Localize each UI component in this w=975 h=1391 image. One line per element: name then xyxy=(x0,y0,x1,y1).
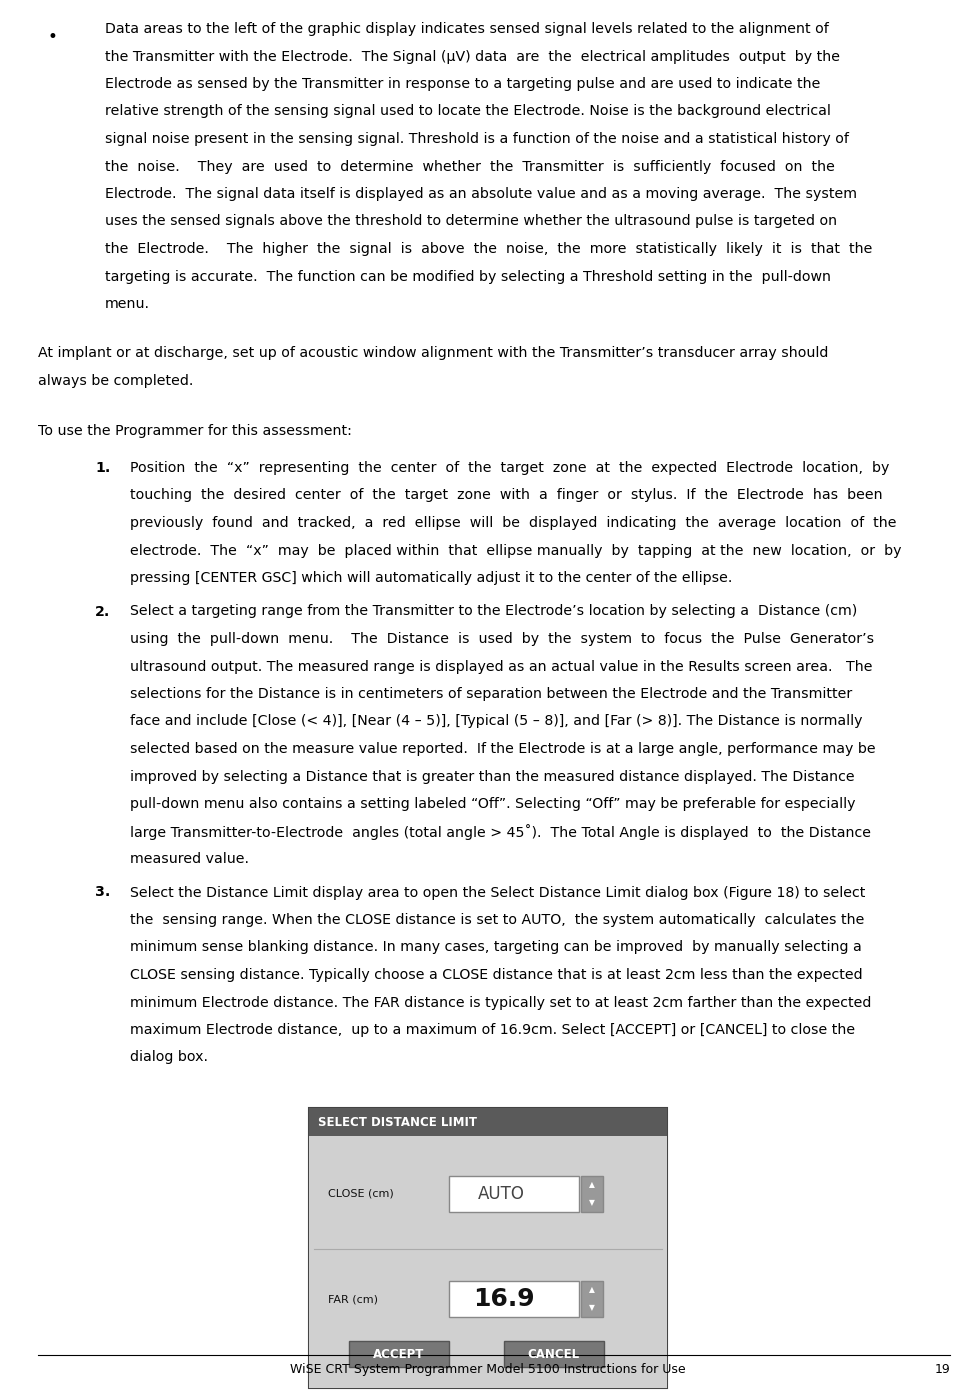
Text: the  sensing range. When the CLOSE distance is set to AUTO,  the system automati: the sensing range. When the CLOSE distan… xyxy=(130,912,865,926)
Text: Data areas to the left of the graphic display indicates sensed signal levels rel: Data areas to the left of the graphic di… xyxy=(105,22,829,36)
Text: 1.: 1. xyxy=(95,460,110,474)
Text: touching  the  desired  center  of  the  target  zone  with  a  finger  or  styl: touching the desired center of the targe… xyxy=(130,488,882,502)
Text: FAR (cm): FAR (cm) xyxy=(329,1294,378,1303)
Text: ▲: ▲ xyxy=(589,1285,595,1295)
Bar xyxy=(448,1175,578,1212)
Text: To use the Programmer for this assessment:: To use the Programmer for this assessmen… xyxy=(38,423,352,438)
Text: ▼: ▼ xyxy=(589,1199,595,1207)
Text: pressing [CENTER GSC] which will automatically adjust it to the center of the el: pressing [CENTER GSC] which will automat… xyxy=(130,570,732,586)
Text: ▲: ▲ xyxy=(589,1181,595,1189)
Text: Electrode as sensed by the Transmitter in response to a targeting pulse and are : Electrode as sensed by the Transmitter i… xyxy=(105,77,820,90)
Text: CANCEL: CANCEL xyxy=(527,1348,579,1360)
Text: relative strength of the sensing signal used to locate the Electrode. Noise is t: relative strength of the sensing signal … xyxy=(105,104,831,118)
Text: minimum Electrode distance. The FAR distance is typically set to at least 2cm fa: minimum Electrode distance. The FAR dist… xyxy=(130,996,872,1010)
Text: ultrasound output. The measured range is displayed as an actual value in the Res: ultrasound output. The measured range is… xyxy=(130,659,873,673)
Text: 2.: 2. xyxy=(95,605,110,619)
Text: improved by selecting a Distance that is greater than the measured distance disp: improved by selecting a Distance that is… xyxy=(130,769,855,783)
Text: ACCEPT: ACCEPT xyxy=(372,1348,424,1360)
Bar xyxy=(308,1109,667,1388)
Text: 19: 19 xyxy=(934,1363,950,1376)
Text: menu.: menu. xyxy=(105,298,150,312)
Text: the  Electrode.    The  higher  the  signal  is  above  the  noise,  the  more  : the Electrode. The higher the signal is … xyxy=(105,242,873,256)
Text: Position  the  “x”  representing  the  center  of  the  target  zone  at  the  e: Position the “x” representing the center… xyxy=(130,460,889,474)
Text: large Transmitter-to-Electrode  angles (total angle > 45˚).  The Total Angle is : large Transmitter-to-Electrode angles (t… xyxy=(130,825,871,840)
Text: AUTO: AUTO xyxy=(478,1185,525,1203)
Text: CLOSE sensing distance. Typically choose a CLOSE distance that is at least 2cm l: CLOSE sensing distance. Typically choose… xyxy=(130,968,863,982)
Text: electrode.  The  “x”  may  be  placed within  that  ellipse manually  by  tappin: electrode. The “x” may be placed within … xyxy=(130,544,902,558)
Text: CLOSE (cm): CLOSE (cm) xyxy=(329,1189,394,1199)
Text: selected based on the measure value reported.  If the Electrode is at a large an: selected based on the measure value repo… xyxy=(130,741,876,755)
Text: Electrode.  The signal data itself is displayed as an absolute value and as a mo: Electrode. The signal data itself is dis… xyxy=(105,186,857,202)
Text: ▼: ▼ xyxy=(589,1303,595,1313)
Bar xyxy=(503,1341,604,1367)
Bar xyxy=(308,1109,667,1136)
Text: •: • xyxy=(47,28,57,46)
Text: pull-down menu also contains a setting labeled “Off”. Selecting “Off” may be pre: pull-down menu also contains a setting l… xyxy=(130,797,855,811)
Bar xyxy=(308,1136,667,1388)
Text: 3.: 3. xyxy=(95,886,110,900)
Text: Select a targeting range from the Transmitter to the Electrode’s location by sel: Select a targeting range from the Transm… xyxy=(130,605,857,619)
Text: always be completed.: always be completed. xyxy=(38,374,193,388)
Bar xyxy=(348,1341,448,1367)
Bar xyxy=(580,1175,603,1212)
Text: the Transmitter with the Electrode.  The Signal (μV) data  are  the  electrical : the Transmitter with the Electrode. The … xyxy=(105,50,840,64)
Text: selections for the Distance is in centimeters of separation between the Electrod: selections for the Distance is in centim… xyxy=(130,687,852,701)
Text: measured value.: measured value. xyxy=(130,853,249,867)
Text: targeting is accurate.  The function can be modified by selecting a Threshold se: targeting is accurate. The function can … xyxy=(105,270,831,284)
Text: WiSE CRT System Programmer Model 5100 Instructions for Use: WiSE CRT System Programmer Model 5100 In… xyxy=(290,1363,685,1376)
Text: minimum sense blanking distance. In many cases, targeting can be improved  by ma: minimum sense blanking distance. In many… xyxy=(130,940,862,954)
Text: maximum Electrode distance,  up to a maximum of 16.9cm. Select [ACCEPT] or [CANC: maximum Electrode distance, up to a maxi… xyxy=(130,1022,855,1038)
Text: dialog box.: dialog box. xyxy=(130,1050,208,1064)
Text: At implant or at discharge, set up of acoustic window alignment with the Transmi: At implant or at discharge, set up of ac… xyxy=(38,346,829,360)
Text: face and include [Close (< 4)], [Near (4 – 5)], [Typical (5 – 8)], and [Far (> 8: face and include [Close (< 4)], [Near (4… xyxy=(130,715,863,729)
Text: Select the Distance Limit display area to open the Select Distance Limit dialog : Select the Distance Limit display area t… xyxy=(130,886,866,900)
Text: previously  found  and  tracked,  a  red  ellipse  will  be  displayed  indicati: previously found and tracked, a red elli… xyxy=(130,516,896,530)
Bar xyxy=(448,1281,578,1317)
Text: SELECT DISTANCE LIMIT: SELECT DISTANCE LIMIT xyxy=(319,1116,478,1128)
Text: the  noise.    They  are  used  to  determine  whether  the  Transmitter  is  su: the noise. They are used to determine wh… xyxy=(105,160,835,174)
Text: signal noise present in the sensing signal. Threshold is a function of the noise: signal noise present in the sensing sign… xyxy=(105,132,849,146)
Text: using  the  pull-down  menu.    The  Distance  is  used  by  the  system  to  fo: using the pull-down menu. The Distance i… xyxy=(130,632,875,645)
Text: 16.9: 16.9 xyxy=(473,1287,534,1310)
Bar xyxy=(580,1281,603,1317)
Text: uses the sensed signals above the threshold to determine whether the ultrasound : uses the sensed signals above the thresh… xyxy=(105,214,838,228)
